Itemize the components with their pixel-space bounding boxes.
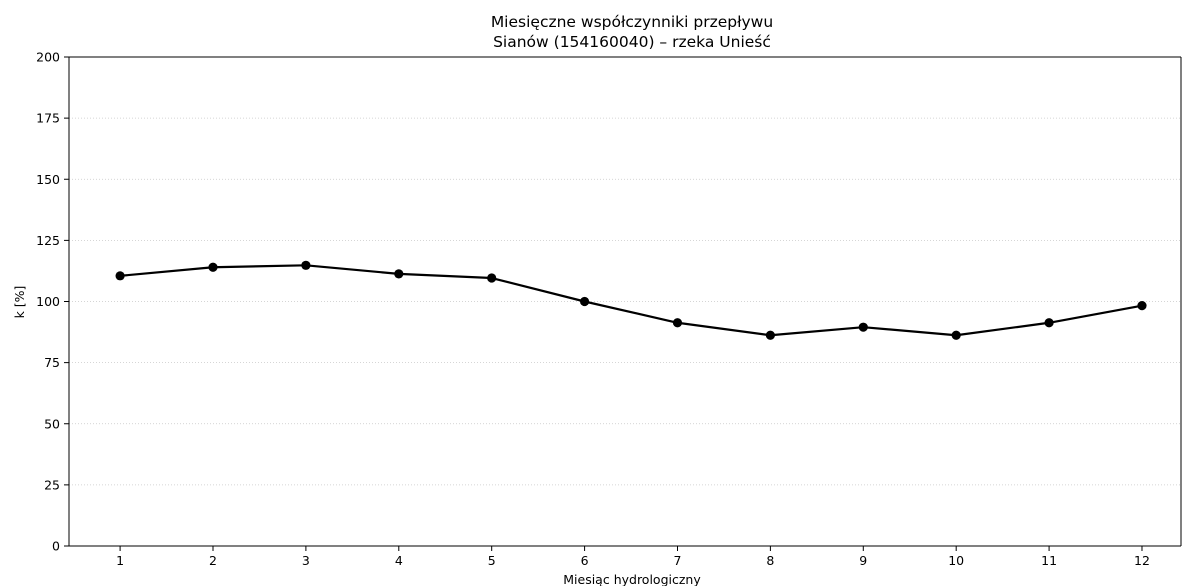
- x-tick-label-6: 7: [674, 553, 682, 568]
- y-tick-label-5: 125: [36, 233, 60, 248]
- data-point-6: [579, 296, 590, 307]
- data-point-12: [1137, 301, 1147, 311]
- x-tick-label-10: 11: [1041, 553, 1057, 568]
- y-tick-label-4: 100: [36, 294, 60, 309]
- series-line-0: [119, 264, 1143, 337]
- x-tick-label-1: 2: [209, 553, 217, 568]
- data-point-3: [301, 260, 311, 270]
- data-point-9: [858, 322, 868, 332]
- data-series: [115, 260, 1147, 340]
- chart-subtitle: Sianów (154160040) – rzeka Unieść: [493, 33, 771, 51]
- y-tick-label-2: 50: [44, 416, 60, 431]
- x-tick-label-7: 8: [766, 553, 774, 568]
- x-tick-label-9: 10: [948, 553, 964, 568]
- x-tick-label-4: 5: [488, 553, 496, 568]
- data-point-4: [394, 269, 404, 279]
- y-tick-label-3: 75: [44, 355, 60, 370]
- data-point-2: [208, 262, 218, 272]
- y-tick-label-0: 0: [52, 539, 60, 554]
- x-tick-label-8: 9: [859, 553, 867, 568]
- x-axis-label: Miesiąc hydrologiczny: [563, 572, 701, 586]
- data-point-8: [765, 330, 775, 340]
- data-point-1: [115, 271, 125, 281]
- x-tick-label-0: 1: [116, 553, 124, 568]
- x-tick-label-3: 4: [395, 553, 403, 568]
- x-axis-ticks: 1 2 3 4 5 6 7 8 9 10 11 12: [116, 546, 1150, 568]
- axes: [68, 56, 1182, 547]
- x-tick-label-11: 12: [1134, 553, 1150, 568]
- data-point-10: [951, 330, 961, 340]
- y-axis-label: k [%]: [12, 286, 27, 319]
- y-tick-label-1: 25: [44, 477, 60, 492]
- data-point-11: [1044, 318, 1054, 328]
- gridlines: [69, 117, 1181, 486]
- y-axis-ticks: 0 25 50 75 100 125 150 175 200: [36, 50, 69, 554]
- x-tick-label-2: 3: [302, 553, 310, 568]
- data-point-7: [672, 318, 683, 328]
- y-tick-label-7: 175: [36, 111, 60, 126]
- y-tick-label-8: 200: [36, 50, 60, 65]
- chart-title: Miesięczne współczynniki przepływu: [491, 13, 773, 31]
- data-point-5: [487, 273, 497, 283]
- x-tick-label-5: 6: [581, 553, 589, 568]
- y-tick-label-6: 150: [36, 172, 60, 187]
